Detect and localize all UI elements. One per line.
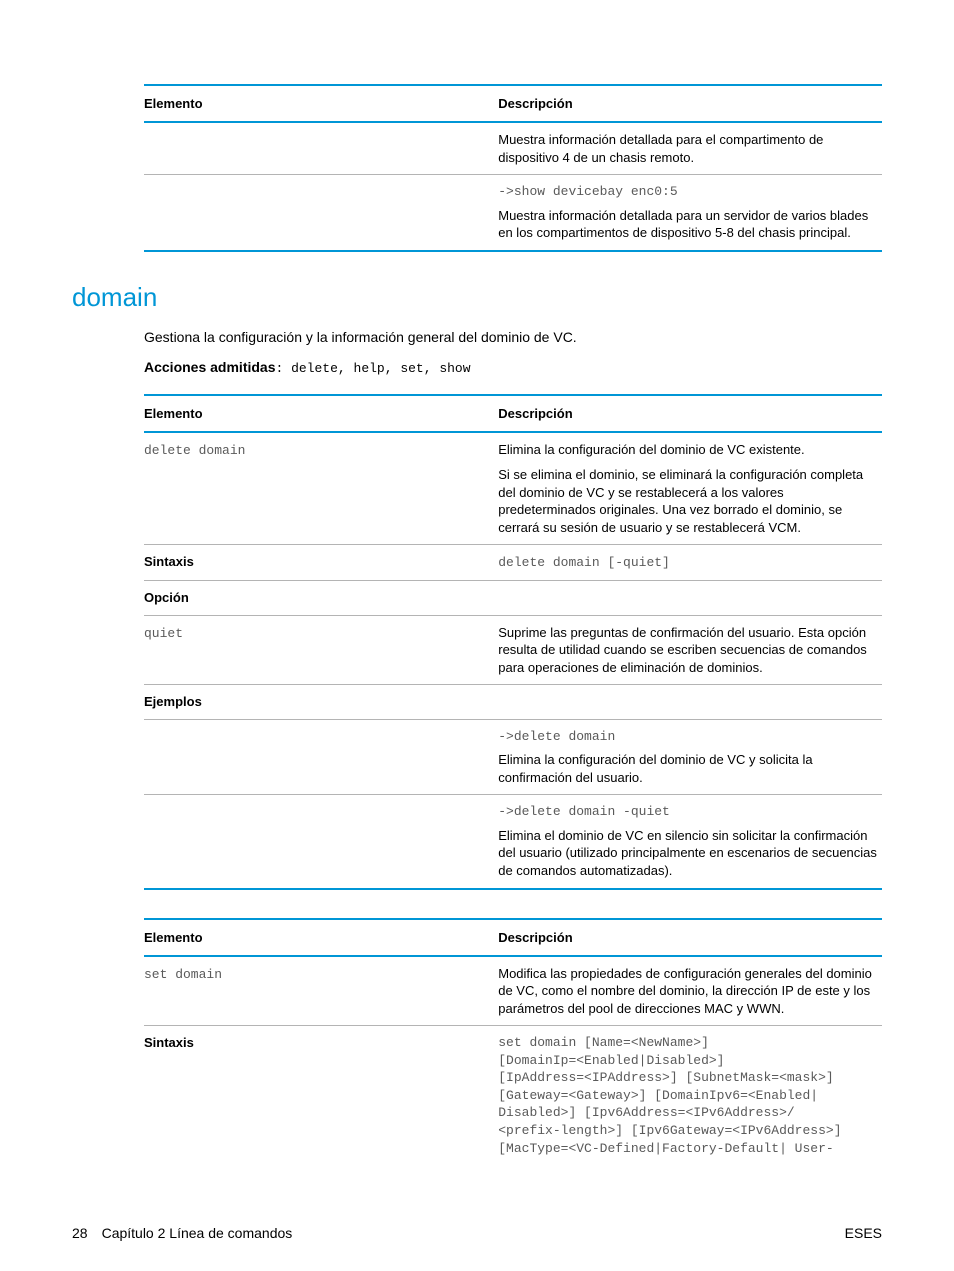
table-row: Ejemplos <box>144 685 882 720</box>
table-row: Opción <box>144 581 882 616</box>
t2-r5-code: ->delete domain <box>498 728 882 746</box>
table1-header-right: Descripción <box>498 85 882 122</box>
t2-r6-right: ->delete domain -quiet Elimina el domini… <box>498 795 882 889</box>
actions-values: : delete, help, set, show <box>276 361 471 376</box>
t2-r1-left: Sintaxis <box>144 545 498 581</box>
actions-admitted: Acciones admitidas: delete, help, set, s… <box>144 359 882 376</box>
t2-r4-right <box>498 685 882 720</box>
t3-r1-left: Sintaxis <box>144 1026 498 1165</box>
t2-r3-p1: Suprime las preguntas de confirmación de… <box>498 625 867 675</box>
table-row: set domain Modifica las propiedades de c… <box>144 956 882 1026</box>
t2-r0-right: Elimina la configuración del dominio de … <box>498 432 882 545</box>
t3-r1-l4: Disabled>] [Ipv6Address=<IPv6Address>/ <box>498 1104 882 1122</box>
table2: Elemento Descripción delete domain Elimi… <box>144 394 882 890</box>
section-intro: Gestiona la configuración y la informaci… <box>144 329 882 345</box>
table1-r1-right: ->show devicebay enc0:5 Muestra informac… <box>498 175 882 251</box>
t2-r6-code: ->delete domain -quiet <box>498 803 882 821</box>
page-container: Elemento Descripción Muestra información… <box>0 0 954 1271</box>
table1-r1-code: ->show devicebay enc0:5 <box>498 183 882 201</box>
section-heading-domain: domain <box>72 282 882 313</box>
t3-r0-left: set domain <box>144 956 498 1026</box>
t2-r3-left: quiet <box>144 615 498 685</box>
actions-label: Acciones admitidas <box>144 359 276 375</box>
t2-r5-left <box>144 719 498 795</box>
t2-r2-left: Opción <box>144 581 498 616</box>
t3-r1-l3: [Gateway=<Gateway>] [DomainIpv6=<Enabled… <box>498 1087 882 1105</box>
t3-r1-l2: [IpAddress=<IPAddress>] [SubnetMask=<mas… <box>498 1069 882 1087</box>
section-body: Gestiona la configuración y la informaci… <box>144 329 882 1165</box>
t2-r6-p1: Elimina el dominio de VC en silencio sin… <box>498 827 882 880</box>
table3-header-right: Descripción <box>498 919 882 956</box>
t2-r1-right: delete domain [-quiet] <box>498 545 882 581</box>
table-row: Sintaxis delete domain [-quiet] <box>144 545 882 581</box>
footer-right: ESES <box>845 1225 882 1241</box>
t2-r3-right: Suprime las preguntas de confirmación de… <box>498 615 882 685</box>
footer-chapter: Capítulo 2 Línea de comandos <box>102 1225 293 1241</box>
table1-r1-left <box>144 175 498 251</box>
footer-page-number: 28 <box>72 1225 88 1241</box>
t3-r0-left-code: set domain <box>144 967 222 982</box>
t2-r3-left-code: quiet <box>144 626 183 641</box>
table-row: delete domain Elimina la configuración d… <box>144 432 882 545</box>
table1: Elemento Descripción Muestra información… <box>144 84 882 252</box>
table3: Elemento Descripción set domain Modifica… <box>144 918 882 1165</box>
table2-header-right: Descripción <box>498 395 882 432</box>
t3-r0-p1: Modifica las propiedades de configuració… <box>498 966 872 1016</box>
t2-r1-code: delete domain [-quiet] <box>498 555 670 570</box>
table1-r1-para: Muestra información detallada para un se… <box>498 207 882 242</box>
t3-r1-l6: [MacType=<VC-Defined|Factory-Default| Us… <box>498 1140 882 1158</box>
t2-r0-left: delete domain <box>144 432 498 545</box>
t3-r1-l1: [DomainIp=<Enabled|Disabled>] <box>498 1052 882 1070</box>
footer-left: 28 Capítulo 2 Línea de comandos <box>72 1225 292 1241</box>
table-row: Sintaxis set domain [Name=<NewName>] [Do… <box>144 1026 882 1165</box>
page-footer: 28 Capítulo 2 Línea de comandos ESES <box>72 1225 882 1241</box>
table1-header-left: Elemento <box>144 85 498 122</box>
t3-r1-l0: set domain [Name=<NewName>] <box>498 1034 882 1052</box>
table3-header-left: Elemento <box>144 919 498 956</box>
table2-header-left: Elemento <box>144 395 498 432</box>
table-row: Muestra información detallada para el co… <box>144 122 882 175</box>
table1-r0-right: Muestra información detallada para el co… <box>498 122 882 175</box>
t2-r0-left-code: delete domain <box>144 443 245 458</box>
table-row: ->delete domain -quiet Elimina el domini… <box>144 795 882 889</box>
table-row: ->show devicebay enc0:5 Muestra informac… <box>144 175 882 251</box>
t2-r4-left: Ejemplos <box>144 685 498 720</box>
table1-r0-para: Muestra información detallada para el co… <box>498 132 823 165</box>
table-row: ->delete domain Elimina la configuración… <box>144 719 882 795</box>
table1-wrapper: Elemento Descripción Muestra información… <box>144 84 882 252</box>
t2-r5-right: ->delete domain Elimina la configuración… <box>498 719 882 795</box>
t2-r6-left <box>144 795 498 889</box>
t3-r1-right: set domain [Name=<NewName>] [DomainIp=<E… <box>498 1026 882 1165</box>
t2-r0-p1: Elimina la configuración del dominio de … <box>498 441 882 459</box>
t2-r2-right <box>498 581 882 616</box>
t2-r0-p2: Si se elimina el dominio, se eliminará l… <box>498 467 863 535</box>
t3-r1-l5: <prefix-length>] [Ipv6Gateway=<IPv6Addre… <box>498 1122 882 1140</box>
t2-r5-p1: Elimina la configuración del dominio de … <box>498 751 882 786</box>
table-row: quiet Suprime las preguntas de confirmac… <box>144 615 882 685</box>
t3-r0-right: Modifica las propiedades de configuració… <box>498 956 882 1026</box>
table1-r0-left <box>144 122 498 175</box>
